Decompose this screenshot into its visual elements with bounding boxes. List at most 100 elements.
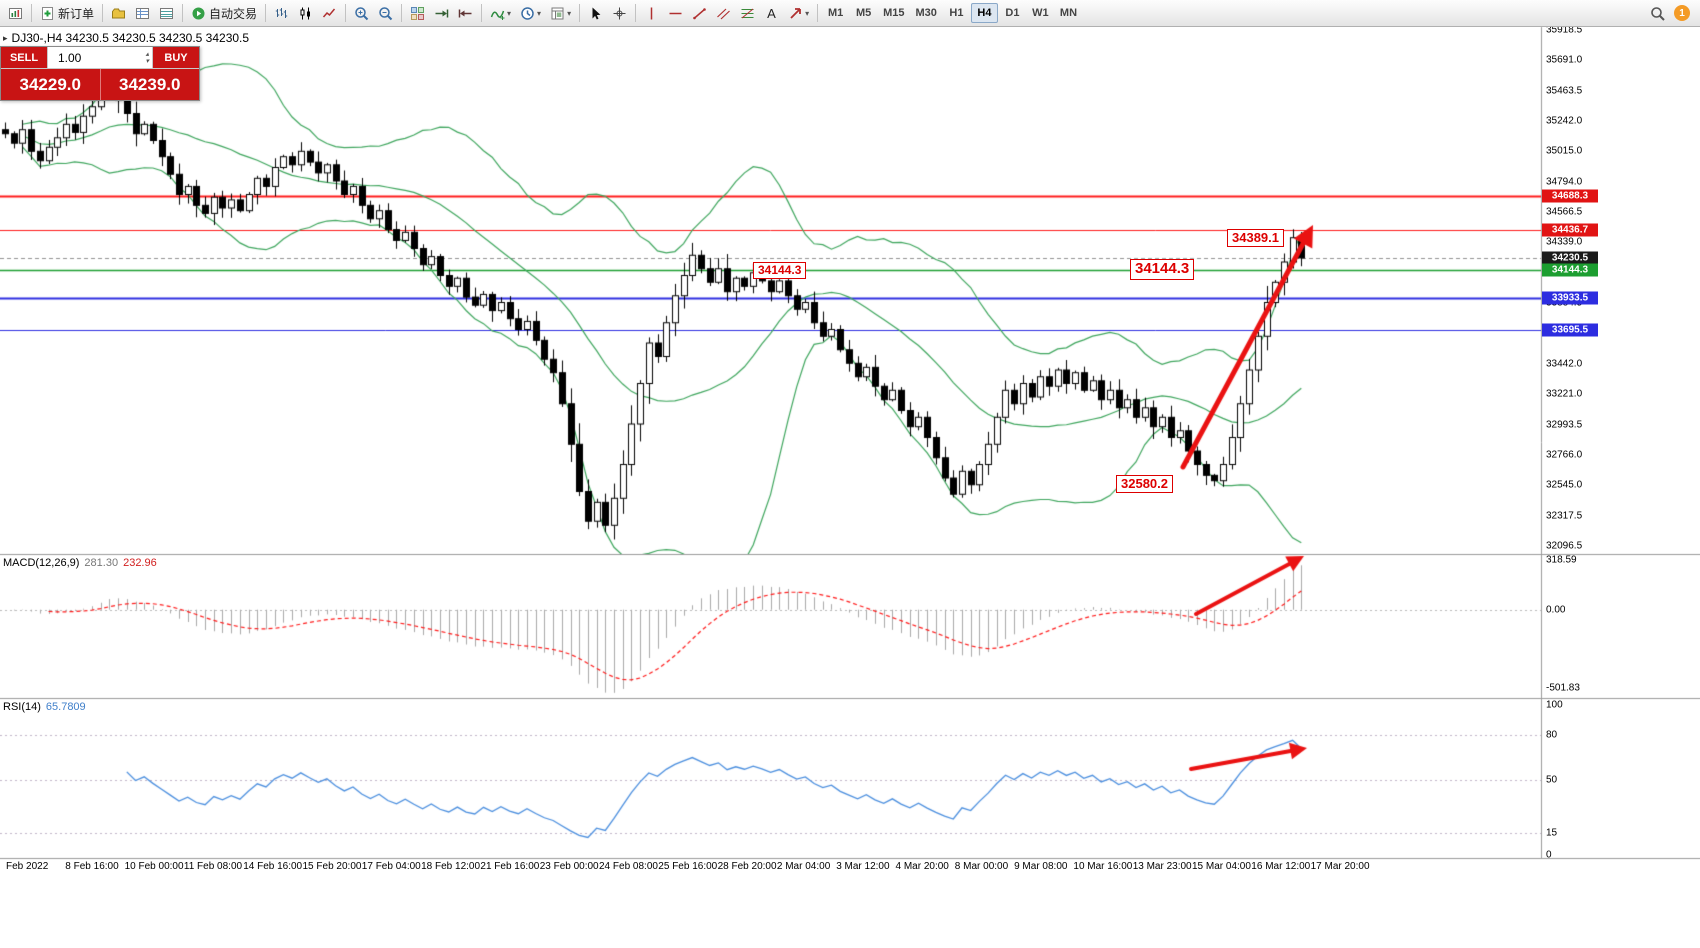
equidistant-channel-icon[interactable] bbox=[712, 2, 735, 24]
tile-windows-icon[interactable] bbox=[406, 2, 429, 24]
timeframe-h4[interactable]: H4 bbox=[970, 3, 998, 23]
chevron-down-icon: ▾ bbox=[537, 8, 542, 18]
price-tick: 33221.0 bbox=[1546, 388, 1583, 400]
chart-shift-icon[interactable] bbox=[454, 2, 477, 24]
time-tick: 16 Mar 12:00 bbox=[1251, 861, 1311, 872]
time-tick: 23 Feb 00:00 bbox=[539, 861, 599, 872]
time-tick: 15 Mar 04:00 bbox=[1192, 861, 1251, 872]
rsi-tick: 100 bbox=[1546, 699, 1563, 711]
price-badge: 33695.5 bbox=[1542, 323, 1598, 337]
timeframe-d1[interactable]: D1 bbox=[1005, 7, 1020, 19]
zoom-out-icon[interactable] bbox=[374, 2, 397, 24]
timeframe-mn[interactable]: MN bbox=[1059, 7, 1078, 19]
buy-button[interactable]: BUY bbox=[153, 47, 199, 68]
toolbar-separator bbox=[345, 4, 347, 22]
line-chart-icon[interactable] bbox=[318, 2, 341, 24]
price-annotation[interactable]: 34389.1 bbox=[1227, 229, 1284, 248]
price-tick: 35015.0 bbox=[1546, 145, 1583, 157]
autotrading-button[interactable]: 自动交易 bbox=[187, 2, 261, 24]
search-icon[interactable] bbox=[1646, 2, 1669, 24]
price-tick: 32317.5 bbox=[1546, 510, 1583, 522]
price-annotation[interactable]: 32580.2 bbox=[1116, 475, 1173, 494]
chart-window-icon[interactable] bbox=[4, 2, 27, 24]
horizontal-line-icon[interactable] bbox=[664, 2, 687, 24]
periods-icon[interactable]: ▾ bbox=[516, 2, 545, 24]
price-tick: 33442.0 bbox=[1546, 358, 1583, 370]
templates-icon[interactable]: ▾ bbox=[546, 2, 575, 24]
price-annotation[interactable]: 34144.3 bbox=[753, 262, 807, 279]
timeframe-m30[interactable]: M30 bbox=[915, 7, 937, 19]
time-tick: 13 Mar 23:00 bbox=[1132, 861, 1192, 872]
price-tick: 35691.0 bbox=[1546, 54, 1583, 66]
time-tick: 4 Mar 20:00 bbox=[895, 861, 949, 872]
macd-tick: 0.00 bbox=[1546, 604, 1566, 616]
candlestick-chart-icon[interactable] bbox=[294, 2, 317, 24]
fibonacci-icon[interactable] bbox=[736, 2, 759, 24]
trendline-icon[interactable] bbox=[688, 2, 711, 24]
timeframe-w1[interactable]: W1 bbox=[1032, 7, 1049, 19]
chevron-down-icon: ▾ bbox=[567, 8, 572, 18]
oneclick-collapse-icon[interactable]: ▸ bbox=[3, 32, 8, 43]
time-tick: 10 Mar 16:00 bbox=[1073, 861, 1133, 872]
market-watch-icon[interactable] bbox=[131, 2, 154, 24]
indicators-icon[interactable]: ▾ bbox=[486, 2, 515, 24]
rsi-tick: 0 bbox=[1546, 849, 1552, 861]
rsi-tick: 50 bbox=[1546, 774, 1558, 786]
volume-down-icon[interactable]: ▾ bbox=[145, 57, 149, 65]
macd-tick: 318.59 bbox=[1546, 554, 1577, 566]
buy-price[interactable]: 34239.0 bbox=[99, 69, 199, 100]
volume-value: 1.00 bbox=[58, 50, 82, 65]
time-tick: 14 Feb 16:00 bbox=[243, 861, 303, 872]
toolbar-separator bbox=[401, 4, 403, 22]
time-tick: 25 Feb 16:00 bbox=[658, 861, 718, 872]
zoom-in-icon[interactable] bbox=[350, 2, 373, 24]
price-annotation[interactable]: 34144.3 bbox=[1130, 259, 1195, 280]
macd-label: MACD(12,26,9) 281.30 232.96 bbox=[3, 557, 157, 569]
notifications-badge[interactable]: 1 bbox=[1674, 5, 1690, 21]
volume-up-icon[interactable]: ▴ bbox=[145, 50, 149, 58]
price-tick: 32766.0 bbox=[1546, 449, 1583, 461]
price-badge: 34436.7 bbox=[1542, 223, 1598, 237]
time-tick: 28 Feb 20:00 bbox=[717, 861, 777, 872]
text-label-icon[interactable]: A bbox=[760, 2, 783, 24]
sell-button[interactable]: SELL bbox=[1, 47, 47, 68]
price-tick: 35242.0 bbox=[1546, 115, 1583, 127]
timeframe-m15[interactable]: M15 bbox=[883, 7, 905, 19]
toolbar-separator bbox=[817, 4, 819, 22]
cursor-icon[interactable] bbox=[584, 2, 607, 24]
price-badge: 34230.5 bbox=[1542, 251, 1598, 265]
new-order-button[interactable]: 新订单 bbox=[36, 2, 98, 24]
time-tick: 8 Feb 16:00 bbox=[65, 861, 119, 872]
time-tick: 15 Feb 20:00 bbox=[302, 861, 362, 872]
macd-value-signal: 232.96 bbox=[123, 557, 157, 569]
bar-chart-icon[interactable] bbox=[270, 2, 293, 24]
timeframe-m5[interactable]: M5 bbox=[855, 7, 872, 19]
toolbar-separator bbox=[31, 4, 32, 22]
time-tick: 17 Feb 04:00 bbox=[361, 861, 421, 872]
time-tick: 8 Mar 00:00 bbox=[954, 861, 1009, 872]
timeframe-m1[interactable]: M1 bbox=[827, 7, 844, 19]
vertical-line-icon[interactable] bbox=[640, 2, 663, 24]
price-tick: 35918.5 bbox=[1546, 24, 1583, 36]
price-tick: 32096.5 bbox=[1546, 540, 1583, 552]
volume-input[interactable]: 1.00 ▴ ▾ bbox=[47, 47, 153, 68]
macd-tick: -501.83 bbox=[1546, 682, 1580, 694]
toolbar-separator bbox=[182, 4, 184, 22]
toolbar-separator bbox=[481, 4, 483, 22]
toolbar-separator bbox=[102, 4, 104, 22]
profiles-icon[interactable] bbox=[107, 2, 130, 24]
toolbar-separator bbox=[579, 4, 581, 22]
time-tick: 2 Mar 04:00 bbox=[776, 861, 831, 872]
sell-price[interactable]: 34229.0 bbox=[1, 69, 100, 100]
time-tick: 24 Feb 08:00 bbox=[599, 861, 658, 872]
price-tick: 34794.0 bbox=[1546, 176, 1583, 188]
arrows-tool-icon[interactable]: ▾ bbox=[784, 2, 813, 24]
data-window-icon[interactable] bbox=[155, 2, 178, 24]
time-tick: 18 Feb 12:00 bbox=[421, 861, 481, 872]
toolbar: 新订单 自动交易 ▾ ▾ ▾ A ▾ M1 M5 M15 M30 H1 H4 D1 W1 MN 1 bbox=[0, 0, 1700, 27]
crosshair-icon[interactable] bbox=[608, 2, 631, 24]
timeframe-h1[interactable]: H1 bbox=[949, 7, 964, 19]
rsi-name: RSI(14) bbox=[3, 701, 41, 713]
auto-scroll-icon[interactable] bbox=[430, 2, 453, 24]
